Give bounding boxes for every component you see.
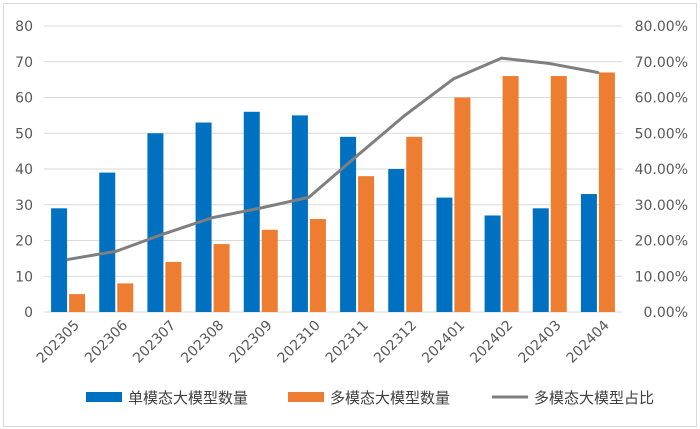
x-tick-label: 202401 (419, 318, 468, 367)
bar-single-modal (484, 215, 501, 312)
left-tick-label: 50 (15, 126, 33, 142)
x-tick-label: 202306 (82, 317, 131, 366)
legend-swatch (86, 392, 122, 402)
bar-single-modal (436, 197, 453, 312)
ratio-line-layer (66, 56, 600, 261)
bar-single-modal (99, 172, 116, 312)
bar-single-modal (532, 208, 549, 312)
bars (51, 72, 615, 313)
bar-multi-modal (454, 97, 471, 312)
bar-multi-modal (406, 136, 423, 312)
left-tick-label: 30 (15, 198, 33, 214)
bar-single-modal (291, 115, 308, 312)
bar-multi-modal (502, 76, 519, 312)
x-tick-label: 202402 (467, 318, 516, 367)
right-tick-label: 60.00% (635, 91, 688, 107)
legend-label: 多模态大模型数量 (330, 389, 450, 407)
bar-multi-modal (213, 244, 230, 312)
x-tick-label: 202309 (226, 318, 275, 367)
x-tick-label: 202312 (371, 318, 420, 367)
left-tick-label: 20 (15, 234, 33, 250)
bar-single-modal (51, 208, 68, 312)
left-y-axis: 0 10 20 30 40 50 60 70 80 (15, 19, 33, 321)
gridlines (44, 25, 622, 313)
x-tick-label: 202310 (275, 318, 324, 367)
bar-multi-modal (598, 72, 615, 312)
bar-multi-modal (165, 261, 182, 312)
left-tick-label: 0 (24, 305, 33, 321)
right-tick-label: 50.00% (635, 126, 688, 142)
right-tick-label: 40.00% (635, 162, 688, 178)
right-tick-label: 10.00% (635, 269, 688, 285)
right-tick-label: 80.00% (635, 19, 688, 35)
bar-multi-modal (261, 229, 278, 312)
bar-single-modal (388, 169, 405, 312)
x-tick-label: 202307 (130, 318, 179, 367)
bar-multi-modal (358, 176, 375, 312)
legend-swatch (288, 392, 324, 402)
left-tick-label: 40 (15, 162, 33, 178)
bar-single-modal (243, 111, 260, 312)
x-tick-label: 202308 (178, 318, 227, 367)
x-tick-label: 202305 (34, 318, 83, 367)
bar-single-modal (195, 122, 212, 313)
bar-single-modal (580, 194, 597, 312)
right-y-axis: 0.00% 10.00% 20.00% 30.00% 40.00% 50.00% 60.00… (635, 19, 688, 321)
right-tick-label: 70.00% (635, 55, 688, 71)
x-axis: 202305 202306 202307 202308 202309 202310 2023… (34, 317, 613, 366)
left-tick-label: 60 (15, 91, 33, 107)
left-tick-label: 80 (15, 19, 33, 35)
bar-multi-modal (117, 283, 134, 312)
legend-label: 多模态大模型占比 (534, 389, 654, 407)
right-tick-label: 20.00% (635, 234, 688, 250)
bar-multi-modal (69, 294, 86, 312)
ratio-line (66, 56, 600, 261)
right-tick-label: 0.00% (644, 305, 688, 321)
legend: 单模态大模型数量 多模态大模型数量 多模态大模型占比 (86, 389, 654, 407)
bar-multi-modal (309, 219, 326, 312)
bar-single-modal (340, 136, 357, 312)
left-tick-label: 70 (15, 55, 33, 71)
bar-multi-modal (550, 76, 567, 312)
left-tick-label: 10 (15, 269, 33, 285)
legend-label: 单模态大模型数量 (128, 389, 248, 407)
bar-single-modal (147, 133, 164, 312)
x-tick-label: 202403 (515, 318, 564, 367)
x-tick-label: 202311 (323, 318, 372, 367)
x-tick-label: 202404 (564, 317, 613, 366)
right-tick-label: 30.00% (635, 198, 688, 214)
